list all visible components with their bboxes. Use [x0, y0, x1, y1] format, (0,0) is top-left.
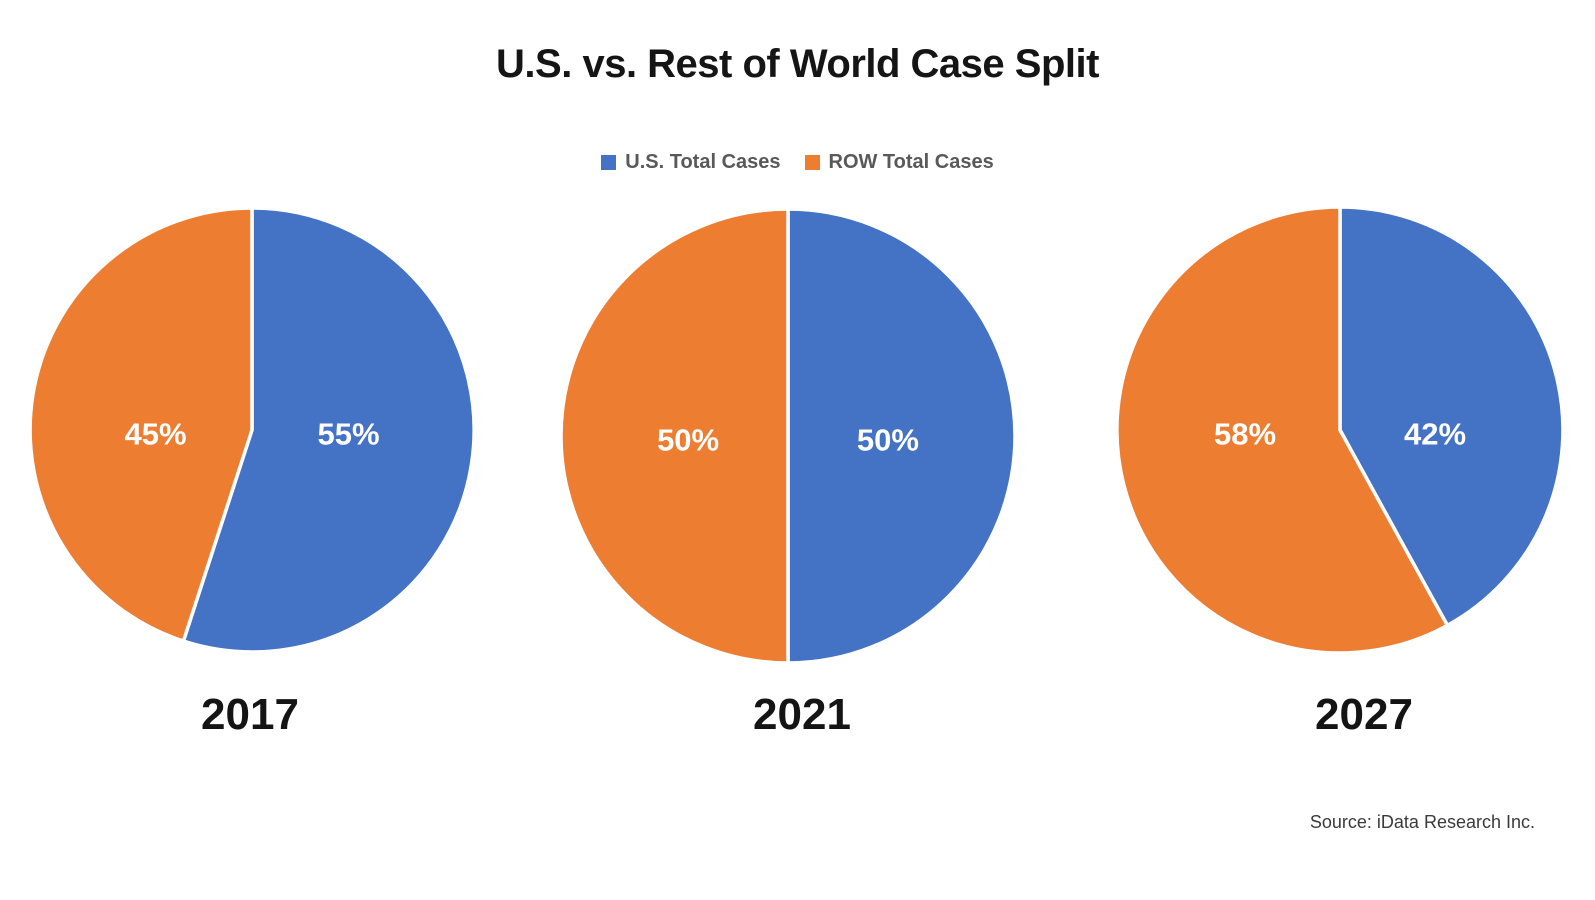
- legend-item-us: U.S. Total Cases: [601, 151, 781, 174]
- pie-2027-us-slice: [1338, 205, 1565, 628]
- pie-2027-row-label: 58%: [1214, 417, 1276, 452]
- pie-2017-us-label: 55%: [317, 417, 379, 452]
- legend-label-row: ROW Total Cases: [828, 151, 994, 173]
- row-legend-swatch: [804, 155, 820, 170]
- us-legend-swatch: [601, 155, 617, 170]
- chart-legend: U.S. Total Cases ROW Total Cases: [0, 151, 1595, 174]
- pie-2027-us-label: 42%: [1404, 417, 1466, 452]
- pie-2027-row-slice: [1115, 205, 1450, 655]
- year-label-2017: 2017: [201, 690, 299, 739]
- pie-2021-row-slice: [559, 207, 790, 665]
- legend-item-row: ROW Total Cases: [804, 151, 994, 174]
- pie-2021-us-slice: [786, 207, 1017, 665]
- pie-2021-us-label: 50%: [857, 423, 919, 458]
- pie-2021-row-label: 50%: [657, 423, 719, 458]
- legend-label-us: U.S. Total Cases: [625, 151, 781, 173]
- source-note: Source: iData Research Inc.: [1309, 812, 1535, 832]
- year-label-2027: 2027: [1315, 690, 1413, 739]
- pie-2017-row-label: 45%: [124, 417, 186, 452]
- pie-2017-row-slice: [28, 206, 254, 643]
- chart-title: U.S. vs. Rest of World Case Split: [496, 42, 1099, 86]
- pie-2017-us-slice: [181, 206, 476, 654]
- year-label-2021: 2021: [753, 690, 851, 739]
